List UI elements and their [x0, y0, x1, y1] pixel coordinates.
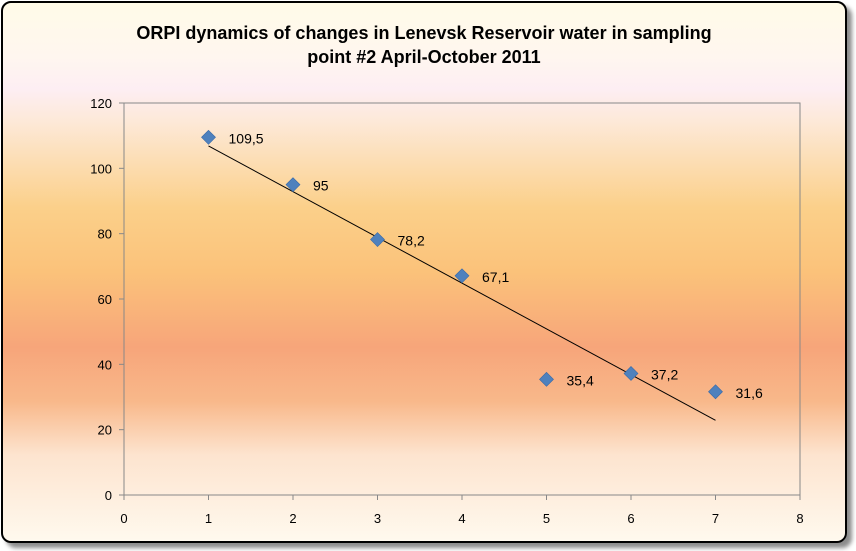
data-point: [708, 384, 723, 400]
data-point: [285, 177, 301, 193]
data-point: [623, 366, 639, 381]
y-tick-label: 100: [90, 161, 112, 176]
x-tick-label: 3: [374, 511, 381, 526]
chart-svg: 0 20 40 60 80 100 120 0 1 2 3 4 5 6 7 8 109,5 95 78,2 67,1…: [90, 96, 803, 526]
x-tick-label: 5: [543, 511, 550, 526]
plot-area: [123, 102, 801, 496]
data-label: 31,6: [736, 385, 763, 401]
x-tick-label: 4: [458, 511, 465, 526]
y-tick-label: 80: [98, 227, 112, 242]
data-label: 35,4: [567, 372, 594, 388]
x-tick-label: 8: [796, 511, 803, 526]
y-tick-label: 20: [98, 423, 112, 438]
y-tick-label: 0: [105, 488, 112, 503]
x-tick-label: 1: [205, 511, 212, 526]
chart-frame: ORPI dynamics of changes in Lenevsk Rese…: [1, 1, 847, 543]
data-point: [454, 268, 470, 284]
x-tick-label: 0: [120, 511, 127, 526]
data-point: [539, 371, 554, 387]
data-point: [370, 232, 385, 247]
x-tick-label: 7: [712, 511, 719, 526]
x-tick-label: 2: [289, 511, 296, 526]
y-tick-label: 120: [90, 96, 112, 111]
data-label: 78,2: [398, 233, 425, 249]
data-label: 67,1: [482, 269, 509, 285]
y-tick-label: 60: [98, 292, 112, 307]
data-label: 109,5: [229, 130, 264, 146]
chart-title: ORPI dynamics of changes in Lenevsk Rese…: [136, 23, 712, 67]
data-point: [201, 129, 216, 145]
x-tick-label: 6: [627, 511, 634, 526]
data-label: 95: [313, 178, 329, 194]
y-tick-label: 40: [98, 357, 112, 372]
data-label: 37,2: [651, 366, 678, 382]
